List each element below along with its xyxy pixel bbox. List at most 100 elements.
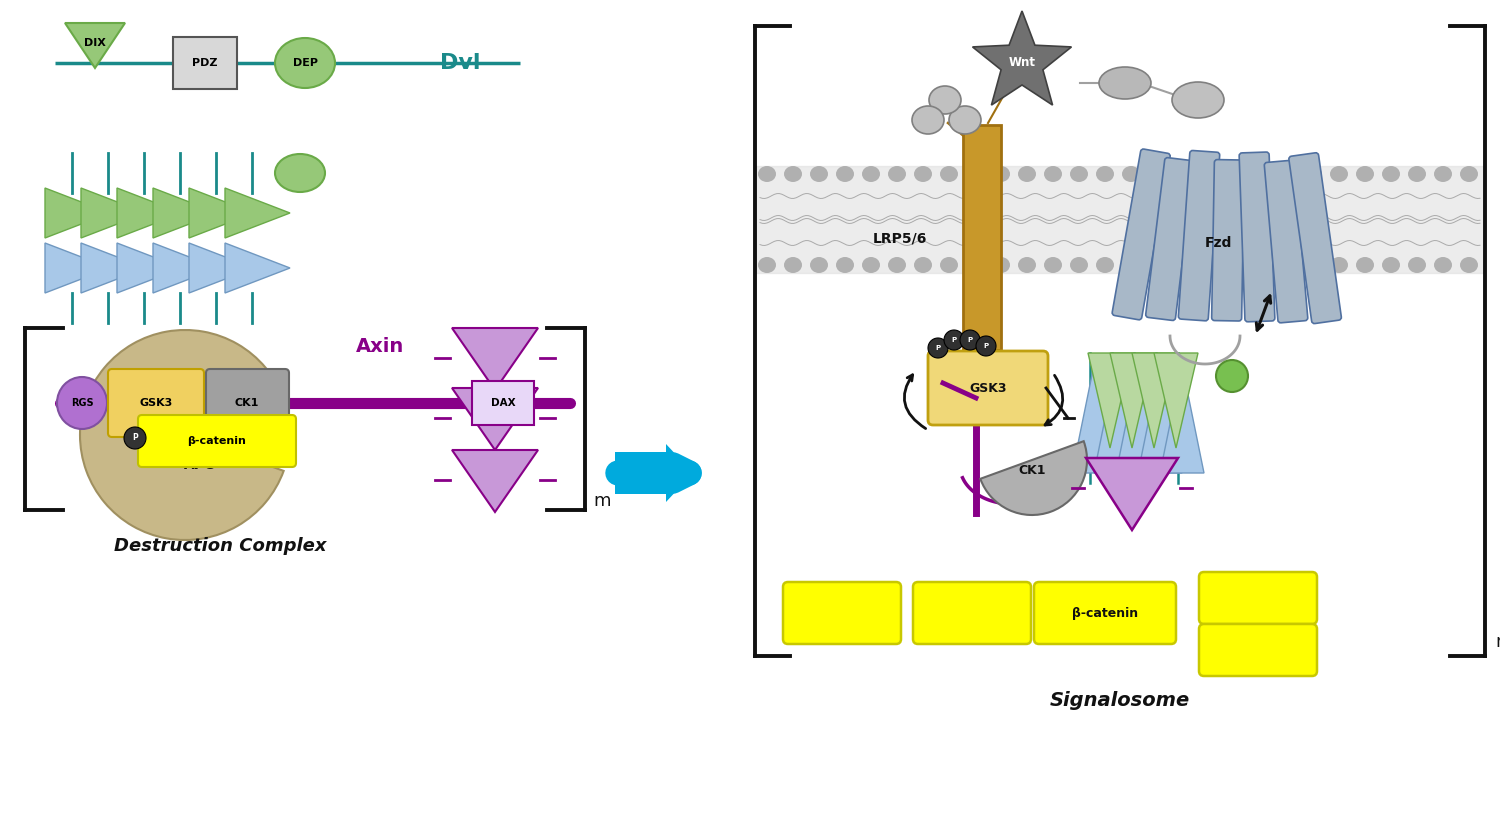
Ellipse shape [1122, 257, 1140, 273]
Polygon shape [153, 188, 218, 238]
Ellipse shape [862, 257, 880, 273]
Ellipse shape [1200, 257, 1218, 273]
FancyBboxPatch shape [928, 351, 1048, 425]
Ellipse shape [1019, 257, 1036, 273]
Polygon shape [189, 243, 254, 293]
FancyBboxPatch shape [914, 582, 1030, 644]
Ellipse shape [1304, 166, 1322, 182]
Text: LRP5/6: LRP5/6 [873, 231, 927, 245]
Ellipse shape [1252, 166, 1270, 182]
Text: P: P [984, 343, 988, 349]
Ellipse shape [1460, 166, 1478, 182]
FancyBboxPatch shape [1179, 151, 1219, 321]
Ellipse shape [888, 257, 906, 273]
Ellipse shape [940, 166, 958, 182]
Ellipse shape [784, 166, 802, 182]
Ellipse shape [1100, 67, 1150, 99]
Text: GSK3: GSK3 [969, 381, 1006, 394]
Text: Signalosome: Signalosome [1050, 690, 1190, 709]
Ellipse shape [1330, 257, 1348, 273]
Ellipse shape [976, 336, 996, 356]
Polygon shape [452, 328, 538, 390]
Polygon shape [1094, 365, 1138, 473]
FancyBboxPatch shape [1034, 582, 1176, 644]
Ellipse shape [1356, 166, 1374, 182]
Text: PDZ: PDZ [192, 58, 217, 68]
Ellipse shape [1382, 257, 1400, 273]
Ellipse shape [1148, 166, 1166, 182]
Ellipse shape [57, 377, 106, 429]
Ellipse shape [966, 166, 984, 182]
FancyBboxPatch shape [1264, 160, 1308, 323]
FancyBboxPatch shape [138, 415, 296, 467]
Ellipse shape [1278, 257, 1296, 273]
FancyBboxPatch shape [1288, 153, 1341, 324]
Text: Wnt: Wnt [1008, 56, 1035, 70]
Polygon shape [225, 188, 290, 238]
FancyBboxPatch shape [172, 37, 237, 89]
Wedge shape [80, 330, 284, 540]
Ellipse shape [914, 257, 932, 273]
Ellipse shape [1148, 257, 1166, 273]
Ellipse shape [888, 166, 906, 182]
Polygon shape [1132, 353, 1176, 448]
Ellipse shape [912, 106, 944, 134]
Ellipse shape [1044, 166, 1062, 182]
Polygon shape [1072, 365, 1116, 473]
Ellipse shape [274, 38, 334, 88]
Ellipse shape [836, 166, 854, 182]
Ellipse shape [1070, 166, 1088, 182]
Polygon shape [1088, 353, 1132, 448]
Ellipse shape [1019, 166, 1036, 182]
Ellipse shape [1174, 166, 1192, 182]
Polygon shape [1086, 458, 1178, 530]
Polygon shape [1116, 365, 1160, 473]
Ellipse shape [810, 257, 828, 273]
Ellipse shape [950, 106, 981, 134]
Polygon shape [1138, 365, 1182, 473]
Polygon shape [45, 188, 110, 238]
Ellipse shape [784, 257, 802, 273]
Text: Axin: Axin [356, 336, 404, 356]
Polygon shape [972, 11, 1071, 105]
Text: RGS: RGS [70, 398, 93, 408]
Ellipse shape [944, 330, 964, 350]
Wedge shape [981, 441, 1088, 515]
Ellipse shape [836, 257, 854, 273]
FancyBboxPatch shape [108, 369, 204, 437]
Text: P: P [968, 337, 972, 343]
Ellipse shape [1044, 257, 1062, 273]
Ellipse shape [1070, 257, 1088, 273]
Text: P: P [936, 345, 940, 351]
Text: Destruction Complex: Destruction Complex [114, 537, 327, 555]
Polygon shape [81, 243, 146, 293]
Polygon shape [117, 243, 182, 293]
Ellipse shape [274, 154, 326, 192]
FancyBboxPatch shape [1198, 572, 1317, 624]
FancyBboxPatch shape [1212, 160, 1245, 321]
Ellipse shape [810, 166, 828, 182]
Polygon shape [153, 243, 218, 293]
Ellipse shape [928, 86, 962, 114]
Ellipse shape [1252, 257, 1270, 273]
Ellipse shape [1200, 166, 1218, 182]
Ellipse shape [966, 257, 984, 273]
Text: APC: APC [184, 458, 216, 472]
FancyBboxPatch shape [963, 125, 1000, 350]
Ellipse shape [992, 166, 1010, 182]
Text: DAX: DAX [490, 398, 516, 408]
Ellipse shape [940, 257, 958, 273]
Text: β-catenin: β-catenin [1072, 606, 1138, 619]
Text: CK1: CK1 [236, 398, 260, 408]
Text: n: n [1496, 633, 1500, 651]
Ellipse shape [1382, 166, 1400, 182]
FancyBboxPatch shape [1239, 152, 1275, 321]
Text: P: P [132, 434, 138, 443]
FancyBboxPatch shape [783, 582, 902, 644]
Polygon shape [1110, 353, 1154, 448]
Text: Fzd: Fzd [1204, 236, 1231, 250]
Ellipse shape [1408, 166, 1426, 182]
Ellipse shape [758, 166, 776, 182]
Ellipse shape [1096, 257, 1114, 273]
Ellipse shape [1330, 166, 1348, 182]
